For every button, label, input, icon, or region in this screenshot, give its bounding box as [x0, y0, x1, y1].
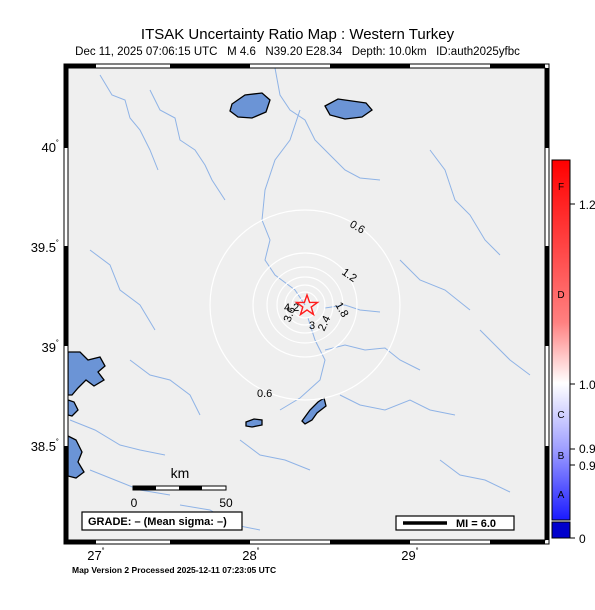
river	[324, 344, 421, 371]
colorbar: F D C B A 1.2 1.0 0.9 0.9 0	[551, 159, 595, 546]
scale-max-label: 50	[219, 496, 233, 510]
grade-text: GRADE: – (Mean sigma: –)	[88, 516, 227, 528]
contour-line	[284, 284, 326, 326]
contour-line	[252, 252, 358, 358]
scale-min-label: 0	[131, 496, 138, 510]
longitude-ticks: 27˚ 28˚ 29˚	[87, 547, 418, 563]
river	[399, 259, 471, 311]
grade-label: D	[557, 290, 564, 301]
lake	[301, 396, 327, 425]
river	[439, 459, 511, 493]
contour-line	[276, 276, 334, 334]
sea-coast	[68, 351, 106, 396]
river	[89, 249, 156, 331]
colorbar-value: 0	[579, 532, 586, 546]
star-icon	[294, 292, 320, 317]
map-subtitle: Dec 11, 2025 07:06:15 UTC M 4.6 N39.20 E…	[75, 46, 520, 58]
contour-label: 3	[309, 320, 315, 332]
river	[479, 329, 531, 376]
river	[429, 149, 501, 256]
contour-label: 0.6	[257, 388, 272, 400]
grade-box: GRADE: – (Mean sigma: –)	[81, 511, 243, 531]
lake	[245, 418, 263, 428]
map-title: ITSAK Uncertainty Ratio Map : Western Tu…	[140, 26, 455, 43]
uncertainty-contours	[209, 209, 401, 401]
map-frame	[63, 63, 550, 545]
river	[274, 68, 381, 181]
latitude-ticks: 40˚ 39.5˚ 39˚ 38.5˚	[31, 139, 59, 454]
sea-coast	[68, 399, 79, 417]
sea-coast	[68, 435, 85, 479]
river	[261, 109, 306, 306]
river	[149, 89, 226, 201]
lon-tick-label: 27˚	[87, 547, 104, 563]
lat-tick-label: 39.5˚	[31, 239, 59, 255]
lat-tick-label: 38.5˚	[31, 438, 59, 454]
contour-line	[266, 266, 344, 344]
grade-label: A	[558, 490, 565, 501]
contour-labels: 0.6 1.2 1.8 2.4 3 3.6 4.2 0.6	[257, 218, 367, 400]
contour-line	[291, 291, 319, 319]
contour-line	[209, 209, 401, 401]
river	[239, 439, 311, 471]
river	[89, 469, 171, 496]
colorbar-value: 1.2	[579, 198, 595, 212]
colorbar-value: 0.9	[579, 459, 595, 473]
map-footer: Map Version 2 Processed 2025-12-11 07:23…	[72, 565, 277, 575]
lon-tick-label: 29˚	[401, 547, 418, 563]
contour-label: 2.4	[316, 314, 333, 333]
lake	[324, 98, 373, 120]
grade-label: B	[558, 451, 565, 462]
grade-label: F	[558, 182, 564, 193]
lat-tick-label: 39˚	[42, 339, 59, 355]
mi-legend: MI = 6.0	[395, 515, 515, 531]
contour-label: 3.6	[282, 305, 299, 323]
land-area	[68, 68, 545, 540]
river	[324, 304, 381, 313]
river	[99, 74, 159, 171]
water-bodies	[68, 92, 373, 479]
colorbar-value: 0.9	[579, 442, 595, 456]
river	[129, 359, 201, 416]
colorbar-value: 1.0	[579, 378, 595, 392]
lon-tick-label: 28˚	[242, 547, 259, 563]
river	[339, 394, 456, 416]
mi-legend-label: MI = 6.0	[456, 518, 496, 530]
scale-bar: km 0 50	[131, 465, 233, 510]
scale-title: km	[171, 465, 190, 481]
river	[69, 419, 166, 456]
grade-label: C	[557, 410, 564, 421]
lake	[229, 92, 271, 119]
lat-tick-label: 40˚	[42, 139, 59, 155]
contour-label: 4.2	[284, 302, 299, 314]
